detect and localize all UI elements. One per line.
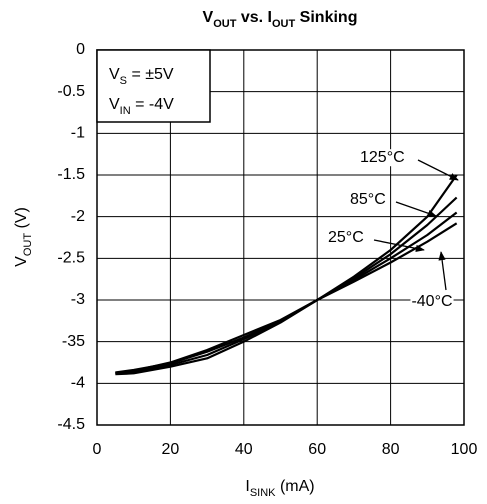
series-label: 25°C — [328, 229, 364, 246]
y-tick-label: -4 — [71, 375, 85, 392]
x-tick-label: 40 — [235, 441, 253, 458]
condition-text-part: V — [109, 96, 120, 113]
condition-text-part: S — [120, 75, 127, 87]
x-axis-label: ISINK (mA) — [245, 478, 314, 499]
x-axis-label-part: SINK — [250, 487, 276, 499]
x-tick-label: 60 — [308, 441, 326, 458]
label-arrow — [438, 251, 447, 291]
series-line — [115, 222, 458, 376]
series-label: -40°C — [411, 293, 452, 310]
x-tick-label: 0 — [93, 441, 102, 458]
y-axis-label-part: (V) — [13, 207, 30, 233]
condition-text: VIN = -4V — [109, 96, 174, 117]
y-tick-label: -4.5 — [57, 416, 85, 433]
series-label: 85°C — [350, 191, 386, 208]
y-tick-label: -2 — [71, 208, 85, 225]
label-arrow — [395, 201, 437, 217]
series-line — [115, 196, 458, 374]
condition-text-part: IN — [120, 105, 131, 117]
y-axis-label-part: OUT — [22, 233, 34, 257]
label-bg — [359, 149, 406, 167]
chart-title-part: OUT — [272, 18, 296, 30]
label-bg — [410, 293, 454, 311]
y-axis-label-part: V — [13, 256, 30, 267]
condition-text-part: V — [109, 66, 120, 83]
conditions-box — [96, 49, 211, 123]
y-tick-label: -1 — [71, 125, 85, 142]
condition-text: VS = ±5V — [109, 66, 174, 87]
chart-title-part: V — [203, 9, 214, 26]
y-tick-label: -2.5 — [57, 250, 85, 267]
x-axis-label-part: I — [245, 478, 249, 495]
condition-text-part: = ±5V — [127, 66, 174, 83]
x-tick-label: 100 — [451, 441, 478, 458]
condition-text-part: = -4V — [131, 96, 174, 113]
series-label: 125°C — [360, 149, 405, 166]
chart-title: VOUT vs. IOUT Sinking — [203, 9, 358, 30]
y-tick-label: -0.5 — [57, 83, 85, 100]
y-tick-label: 0 — [76, 41, 85, 58]
label-bg — [327, 229, 365, 247]
chart-title-part: vs. I — [236, 9, 272, 26]
plot-frame — [96, 49, 465, 426]
chart-title-part: Sinking — [295, 9, 357, 26]
x-axis-label-part: (mA) — [276, 478, 315, 495]
y-tick-label: -3 — [71, 291, 85, 308]
y-tick-label: -35 — [62, 333, 85, 350]
x-tick-label: 80 — [382, 441, 400, 458]
y-axis-label: VOUT (V) — [13, 207, 34, 267]
label-arrow — [373, 239, 425, 252]
x-tick-label: 20 — [162, 441, 180, 458]
label-arrow — [417, 159, 459, 181]
y-tick-label: -1.5 — [57, 166, 85, 183]
chart-title-part: OUT — [213, 18, 237, 30]
label-bg — [349, 191, 387, 209]
